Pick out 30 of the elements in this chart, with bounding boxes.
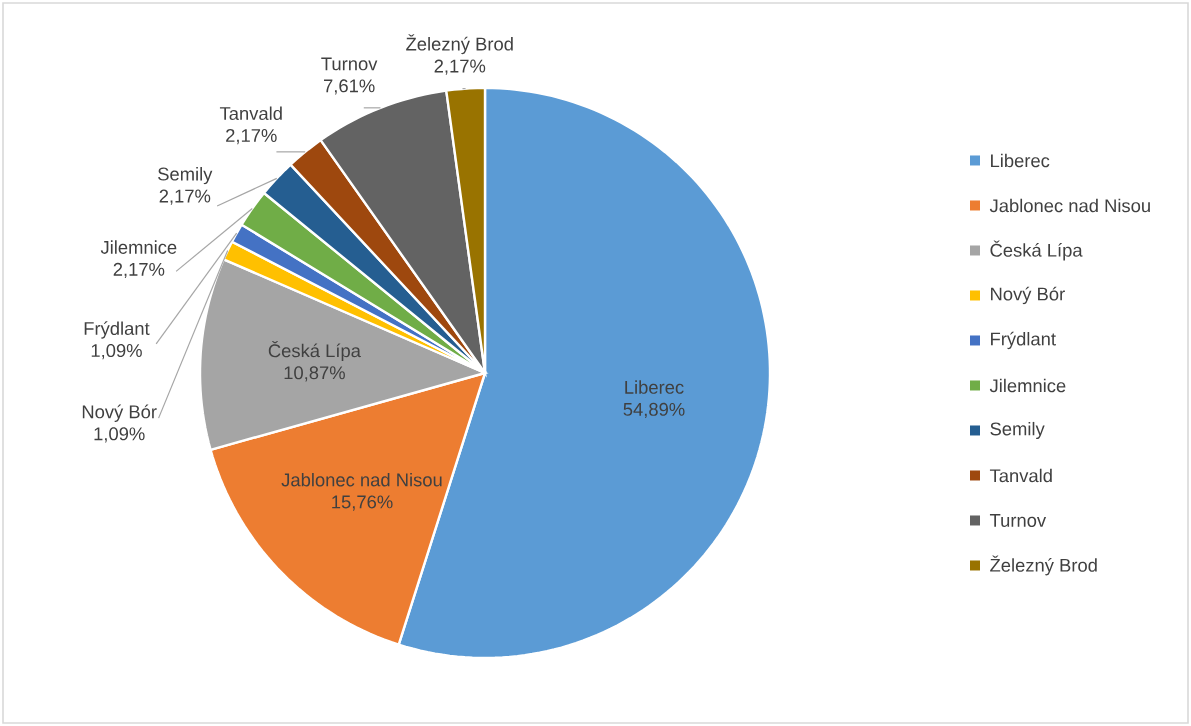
data-label: 1,09% xyxy=(91,344,142,360)
slice-label: Tanvald xyxy=(219,106,282,121)
data-label: 1,09% xyxy=(94,427,145,443)
legend-label: Tanvald xyxy=(989,468,1052,483)
slice-label: Turnov xyxy=(321,57,378,71)
legend-label: Frýdlant xyxy=(991,331,1056,350)
data-label: 2,17% xyxy=(159,189,211,205)
legend-label: Česká Lípa xyxy=(990,240,1083,261)
data-label: 54,89% xyxy=(623,402,685,419)
legend-label: Semily xyxy=(990,421,1045,440)
slice-label: Semily xyxy=(158,167,213,185)
slice-label: Jablonec nad Nisou xyxy=(281,472,442,487)
legend-label: Jilemnice xyxy=(989,378,1066,393)
slice-label: Liberec xyxy=(625,380,684,394)
slice-label: Železný Brod xyxy=(406,34,513,55)
slice-label: Frýdlant xyxy=(84,321,150,339)
legend-label: Nový Bór xyxy=(991,286,1065,305)
data-label: 10,87% xyxy=(284,366,345,382)
data-label: 15,76% xyxy=(332,495,393,511)
data-label: 7,61% xyxy=(324,79,375,95)
data-label: 2,17% xyxy=(226,128,277,145)
legend-label: Turnov xyxy=(989,514,1047,527)
data-label: 2,17% xyxy=(113,262,165,279)
slice-label: Nový Bór xyxy=(82,404,157,422)
legend-label: Liberec xyxy=(991,153,1050,168)
legend-label: Železný Brod xyxy=(990,555,1097,576)
data-label: 2,17% xyxy=(434,59,486,75)
slice-label: Jilemnice xyxy=(100,240,177,254)
legend-label: Jablonec nad Nisou xyxy=(989,198,1150,213)
slice-label: Česká Lípa xyxy=(268,341,361,361)
